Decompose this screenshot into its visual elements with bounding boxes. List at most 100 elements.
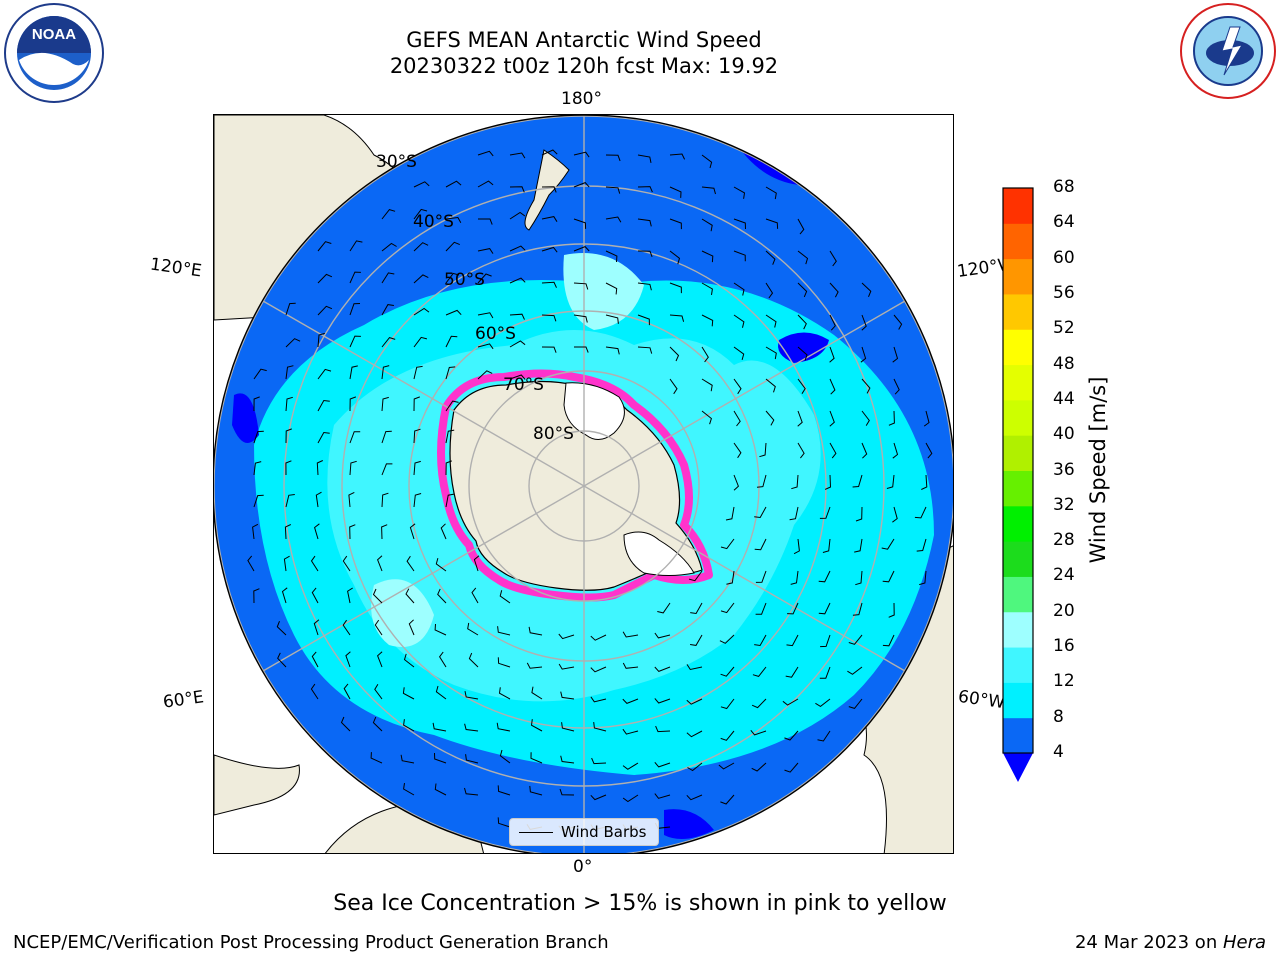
wind-barb — [591, 757, 607, 765]
wind-barb — [253, 368, 267, 380]
wind-barb — [477, 312, 494, 319]
wind-barb — [797, 442, 805, 459]
wind-barb — [403, 653, 415, 668]
wind-barb — [861, 314, 867, 331]
wind-barb — [285, 494, 295, 508]
wind-barb — [573, 218, 587, 229]
wind-barb — [370, 752, 383, 764]
wind-barb — [316, 460, 324, 476]
colorbar-cell — [1003, 541, 1033, 577]
wind-barb — [381, 430, 392, 444]
wind-barb — [317, 305, 333, 316]
chart-subtitle: 20230322 t00z 120h fcst Max: 19.92 — [389, 54, 779, 78]
wind-barb — [848, 698, 863, 709]
wind-barb — [622, 794, 639, 803]
wind-barb — [499, 590, 511, 604]
wind-barb — [345, 651, 351, 668]
colorbar-tick-label: 28 — [1053, 530, 1075, 551]
wind-barb — [765, 282, 774, 299]
colorbar-tick-label: 12 — [1053, 671, 1075, 692]
wind-barb — [892, 442, 899, 459]
wind-barb — [530, 752, 543, 764]
wind-barb — [445, 272, 460, 284]
wind-barb-legend-label: Wind Barbs — [561, 823, 647, 841]
wind-barb — [815, 698, 831, 708]
wind-barb — [374, 619, 383, 636]
wind-barb — [477, 370, 493, 380]
wind-barb — [654, 793, 671, 799]
wind-barb — [829, 282, 839, 298]
wind-barb — [637, 250, 653, 257]
new-zealand-land — [524, 149, 570, 231]
wind-barb — [445, 460, 452, 476]
wind-barb — [377, 555, 383, 572]
wind-barb — [725, 506, 735, 521]
wind-barb — [374, 684, 383, 700]
wind-barb — [434, 623, 447, 636]
wind-barbs — [247, 149, 933, 832]
wind-barb — [477, 248, 494, 254]
wind-shade-under-4-d — [232, 393, 259, 443]
wind-barb — [509, 152, 526, 159]
noaa-logo: NOAA — [4, 3, 104, 103]
wind-barb — [434, 752, 447, 764]
lat-label-30s: 30°S — [376, 152, 417, 172]
date-text: 24 Mar 2023 on Hera — [1075, 932, 1266, 953]
wind-barb — [751, 698, 767, 709]
wind-barb — [655, 725, 671, 733]
wind-barb — [253, 430, 264, 444]
wind-barb — [541, 216, 558, 222]
wind-barb — [438, 651, 447, 668]
wind-barb — [413, 274, 429, 284]
colorbar-cell — [1003, 647, 1033, 683]
wind-barb — [435, 557, 447, 572]
wind-barb — [343, 683, 351, 700]
wind-barb — [787, 602, 799, 615]
wind-barb — [756, 474, 767, 488]
wind-barb — [669, 186, 682, 198]
wind-barb — [786, 634, 799, 647]
wind-barb — [785, 666, 799, 678]
wind-barb — [605, 186, 621, 194]
wind-barb — [622, 662, 639, 669]
wind-barb — [669, 378, 678, 395]
colorbar-cell — [1003, 505, 1033, 542]
colorbar-label: Wind Speed [m/s] — [1086, 376, 1110, 564]
wind-barb — [413, 365, 423, 380]
wind-barb — [497, 626, 511, 636]
wind-barb — [765, 378, 776, 393]
colorbar-tick-label: 8 — [1053, 706, 1064, 727]
wind-barb — [726, 570, 735, 585]
wind-barb — [886, 474, 895, 489]
wind-barb — [314, 523, 320, 540]
wind-barb — [733, 250, 746, 262]
wind-barb — [473, 555, 480, 572]
colorbar-cell — [1003, 717, 1033, 754]
wind-barb — [755, 602, 767, 615]
wind-barb — [349, 240, 363, 252]
wind-barb — [797, 410, 803, 427]
colorbar-cell — [1003, 435, 1033, 471]
wind-barb — [720, 730, 735, 741]
wind-barb — [765, 346, 777, 360]
wind-barb — [701, 346, 709, 363]
lon-label-0: 0° — [573, 857, 593, 877]
wind-barb — [381, 365, 390, 380]
wind-barb — [349, 396, 357, 412]
wind-barb — [381, 463, 393, 476]
wind-barb — [829, 378, 836, 395]
wind-barb — [311, 651, 319, 668]
wind-barb — [445, 216, 462, 224]
wind-barb — [573, 182, 590, 188]
wind-barb — [561, 722, 575, 732]
wind-barb — [413, 396, 420, 412]
colorbar-tick-label: 52 — [1053, 318, 1075, 339]
wind-barb — [247, 555, 255, 572]
wind-barb — [590, 794, 607, 801]
wind-barb — [560, 755, 575, 764]
wind-barb — [720, 538, 735, 550]
wind-barb — [637, 314, 650, 326]
map-frame — [213, 114, 954, 854]
wind-barb — [348, 491, 355, 508]
wind-barb — [499, 749, 511, 764]
